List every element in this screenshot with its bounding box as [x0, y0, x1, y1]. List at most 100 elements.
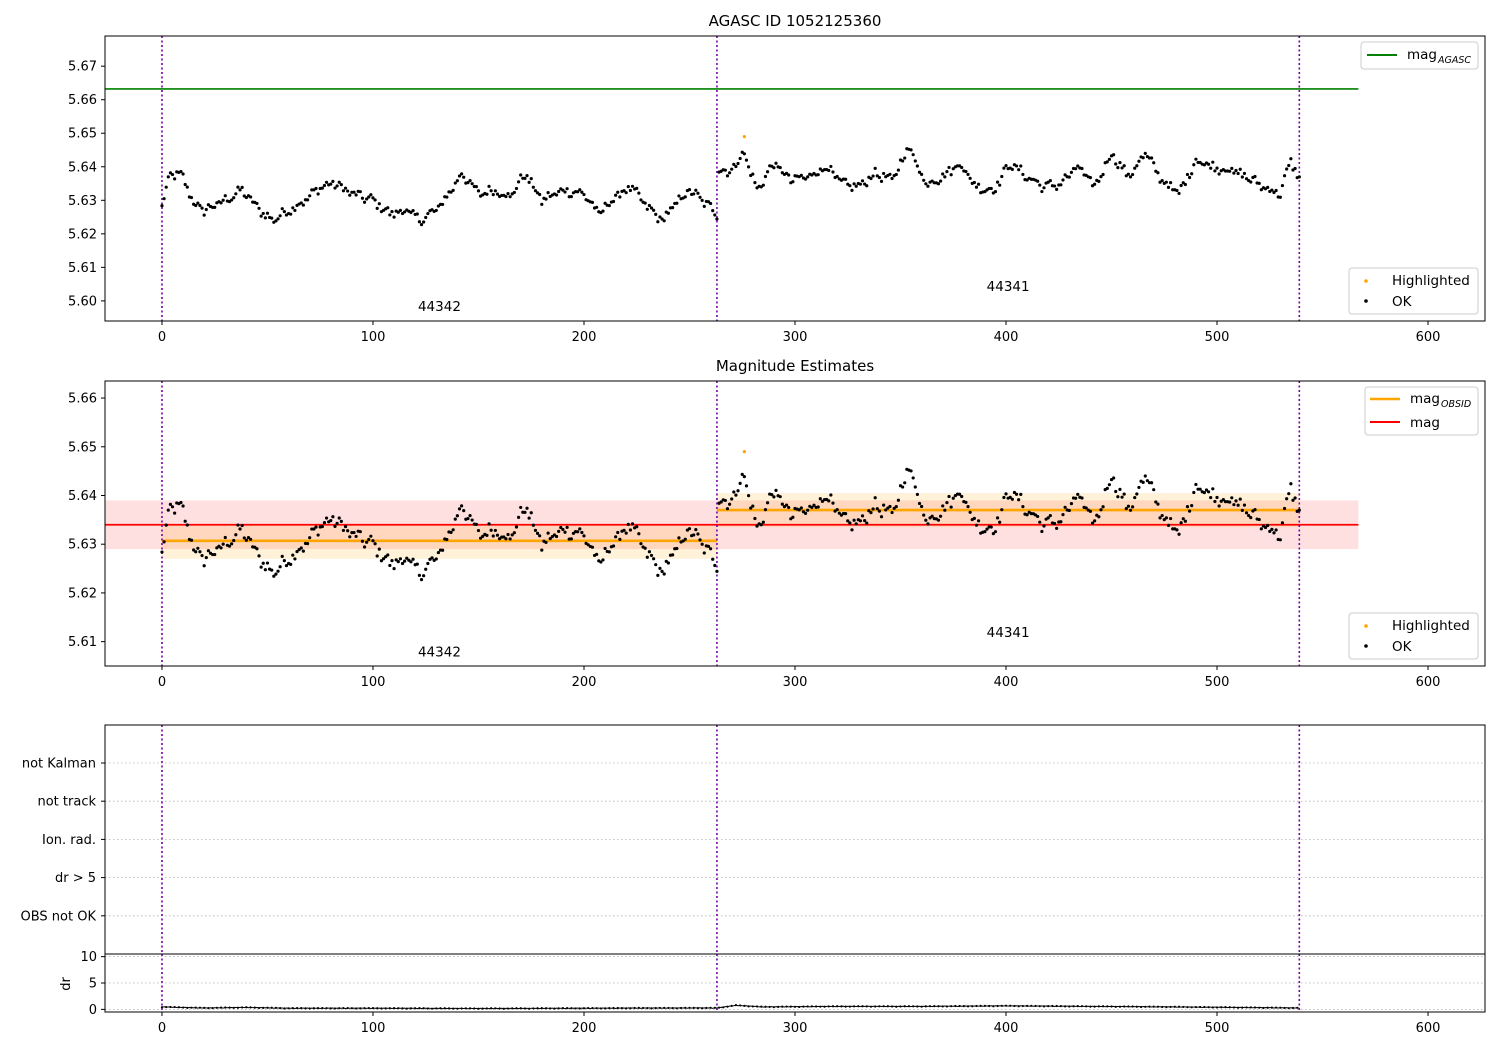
ok2-point-280: [751, 504, 755, 508]
ok2-point-410: [1025, 513, 1029, 517]
panel-dr-xtick-label-500: 500: [1205, 1021, 1230, 1036]
ok-point-34: [232, 196, 236, 200]
ok2-point-458: [1126, 504, 1130, 508]
dr-point-286: [764, 1005, 767, 1008]
dr-point-324: [844, 1005, 847, 1008]
dr-point-2: [165, 1005, 168, 1009]
dr-point-58: [283, 1007, 286, 1010]
ok2-point-187: [554, 534, 559, 539]
panel-dr-ytick-label-10: 10: [80, 950, 97, 965]
ok2-point-349: [896, 498, 900, 502]
dr-point-224: [633, 1006, 636, 1010]
ok-point-459: [1128, 175, 1133, 179]
dr-point-388: [979, 1004, 982, 1007]
ok2-point-302: [797, 508, 801, 512]
panel-agasc-xtick-label-400: 400: [994, 330, 1019, 345]
ok-point-277: [744, 158, 749, 162]
ok-point-103: [377, 202, 381, 206]
ok2-point-341: [879, 515, 884, 519]
dr-point-66: [300, 1007, 303, 1010]
ok2-point-277: [744, 484, 749, 488]
ok2-point-326: [848, 521, 852, 525]
ok-point-516: [1249, 180, 1253, 184]
ok-point-431: [1069, 170, 1074, 174]
dr-point-266: [722, 1006, 725, 1009]
ok2-point-45: [255, 547, 259, 551]
ok2-point-235: [656, 573, 660, 577]
ok-point-112: [396, 210, 400, 214]
ok-point-386: [974, 185, 979, 189]
dr-point-288: [768, 1005, 771, 1009]
ok-point-119: [411, 209, 415, 213]
dr-point-320: [836, 1005, 839, 1008]
dr-point-380: [962, 1004, 965, 1008]
dr-point-430: [1068, 1005, 1071, 1008]
ok2-point-172: [523, 510, 527, 514]
dr-point-276: [743, 1004, 746, 1007]
ok2-point-237: [660, 569, 664, 573]
dr-point-246: [679, 1006, 683, 1010]
ok2-point-38: [240, 523, 244, 528]
dr-point-250: [688, 1006, 691, 1009]
ok2-point-151: [478, 536, 483, 540]
ok-point-163: [504, 194, 508, 199]
panel-dr-xtick-label-300: 300: [783, 1021, 808, 1036]
ok-point-86: [341, 189, 346, 193]
ok-point-334: [865, 184, 869, 188]
ok2-point-131: [436, 550, 440, 555]
ok2-point-133: [441, 548, 445, 552]
ok2-point-261: [711, 557, 715, 561]
dr-point-368: [937, 1005, 940, 1008]
dr-point-408: [1021, 1004, 1024, 1008]
ok-point-209: [601, 209, 605, 213]
ok-point-236: [658, 215, 662, 219]
dr-point-232: [650, 1007, 653, 1010]
ok-point-33: [230, 198, 234, 202]
ok2-point-166: [510, 533, 514, 537]
ok2-point-497: [1209, 495, 1213, 500]
dr-point-312: [819, 1005, 822, 1008]
ok2-point-29: [221, 542, 225, 546]
ok2-point-40: [244, 538, 248, 542]
panel-estimates-ytick-label-5.65: 5.65: [68, 440, 97, 455]
panel-dr-ylabel: dr: [59, 977, 74, 991]
ok2-point-250: [687, 527, 692, 531]
ok-point-169: [516, 180, 521, 184]
ok2-point-103: [377, 547, 381, 551]
ok2-point-32: [227, 544, 232, 548]
ok-point-113: [398, 208, 403, 212]
ok2-point-473: [1158, 516, 1162, 520]
ok2-point-234: [654, 563, 658, 567]
ok2-point-375: [951, 496, 955, 500]
ok-point-137: [449, 190, 453, 194]
ok2-point-484: [1181, 517, 1185, 521]
dr-point-190: [561, 1007, 564, 1010]
ok-point-102: [375, 206, 379, 211]
ok2-point-276: [742, 475, 746, 479]
ok-point-455: [1120, 166, 1124, 170]
dr-point-488: [1190, 1006, 1193, 1009]
ok2-point-539: [1297, 508, 1301, 512]
ok-point-108: [388, 213, 392, 217]
ok-point-234: [654, 212, 658, 216]
dr-point-432: [1072, 1005, 1075, 1008]
ok2-point-30: [223, 535, 227, 540]
ok2-point-361: [922, 513, 926, 517]
ok2-point-53: [272, 574, 276, 578]
ok-point-123: [419, 223, 424, 227]
ok2-point-467: [1145, 479, 1149, 483]
ok2-point-386: [974, 523, 979, 527]
ok2-point-245: [677, 536, 681, 540]
ok2-point-112: [396, 559, 400, 564]
dr-point-362: [924, 1005, 927, 1008]
ok2-point-18: [198, 550, 202, 554]
ok-point-399: [1002, 166, 1006, 170]
dr-point-140: [456, 1007, 459, 1010]
dr-point-302: [798, 1005, 801, 1009]
ok2-point-444: [1097, 515, 1101, 519]
ok-point-373: [947, 165, 951, 170]
ok-point-17: [196, 201, 200, 205]
dr-point-428: [1063, 1005, 1067, 1008]
dr-point-484: [1182, 1005, 1185, 1009]
dr-point-90: [350, 1007, 353, 1010]
